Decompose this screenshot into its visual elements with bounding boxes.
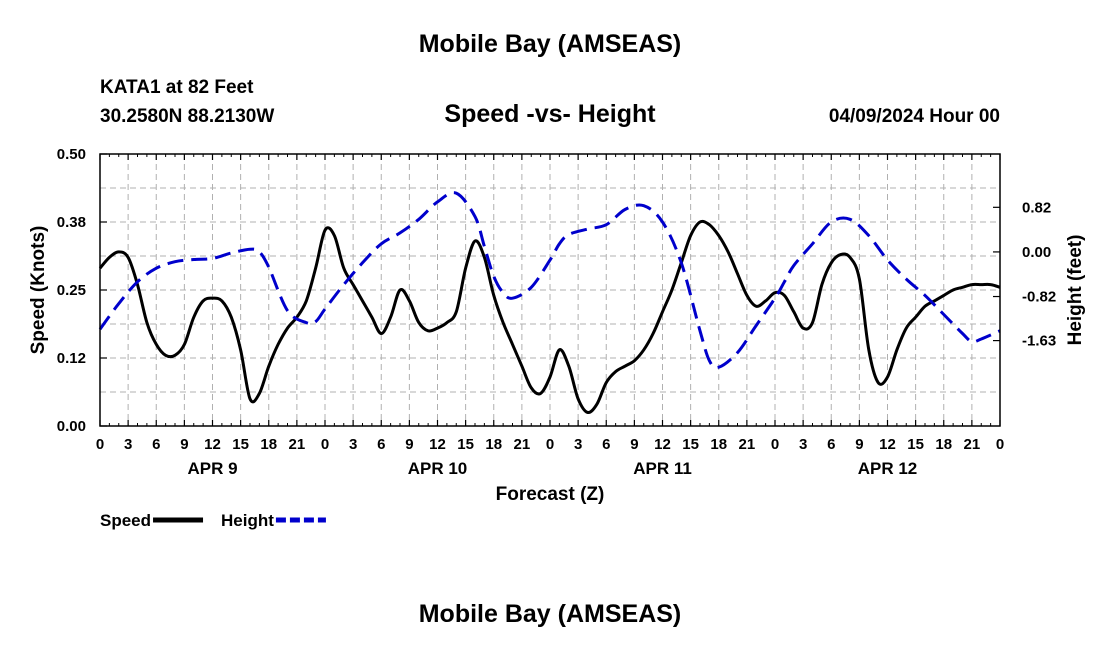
x-tick-label: 12 bbox=[429, 436, 446, 453]
x-tick-label: 3 bbox=[799, 436, 807, 453]
footer-title: Mobile Bay (AMSEAS) bbox=[418, 600, 682, 628]
x-tick-label: 3 bbox=[124, 436, 132, 453]
x-tick-label: 18 bbox=[260, 436, 277, 453]
x-tick-label: 9 bbox=[630, 436, 638, 453]
y-axis-left-label: Speed (Knots) bbox=[28, 226, 49, 355]
x-axis-label: Forecast (Z) bbox=[496, 484, 605, 505]
day-label: APR 10 bbox=[408, 459, 468, 478]
x-tick-label: 15 bbox=[232, 436, 249, 453]
y-right-tick-label: -1.63 bbox=[1022, 333, 1056, 350]
x-tick-label: 3 bbox=[349, 436, 357, 453]
series-line-speed bbox=[98, 219, 1001, 415]
x-tick-label: 0 bbox=[96, 436, 104, 453]
tick-labels: 0 3 6 9 12 15 18 21 0 3 6 9 12 15 18 21 0 3 6 9 12 15 18 21 0 3 6 9… bbox=[57, 146, 1056, 478]
x-tick-label: 21 bbox=[964, 436, 981, 453]
x-tick-label: 0 bbox=[771, 436, 779, 453]
x-tick-label: 15 bbox=[907, 436, 924, 453]
station-label: KATA1 at 82 Feet bbox=[100, 77, 254, 98]
x-tick-label: 6 bbox=[377, 436, 385, 453]
x-tick-label: 12 bbox=[654, 436, 671, 453]
x-tick-label: 3 bbox=[574, 436, 582, 453]
x-tick-label: 12 bbox=[879, 436, 896, 453]
y-left-tick-label: 0.12 bbox=[57, 350, 86, 367]
x-tick-label: 18 bbox=[710, 436, 727, 453]
x-tick-label: 18 bbox=[935, 436, 952, 453]
legend-label-height: Height bbox=[221, 511, 274, 530]
x-tick-label: 21 bbox=[739, 436, 756, 453]
y-right-tick-label: -0.82 bbox=[1022, 289, 1056, 306]
x-tick-label: 0 bbox=[321, 436, 329, 453]
y-left-tick-label: 0.25 bbox=[57, 282, 86, 299]
day-label: APR 12 bbox=[858, 459, 918, 478]
x-tick-label: 6 bbox=[602, 436, 610, 453]
main-title: Mobile Bay (AMSEAS) bbox=[418, 30, 682, 58]
y-axis-right-label: Height (feet) bbox=[1065, 235, 1086, 346]
series-layer bbox=[98, 191, 1001, 415]
legend: Speed Height bbox=[100, 511, 326, 530]
x-tick-label: 9 bbox=[405, 436, 413, 453]
y-left-tick-label: 0.00 bbox=[57, 418, 86, 435]
x-tick-label: 18 bbox=[485, 436, 502, 453]
chart-subtitle: Speed -vs- Height bbox=[444, 100, 656, 128]
y-right-tick-label: 0.00 bbox=[1022, 244, 1051, 261]
legend-label-speed: Speed bbox=[100, 511, 151, 530]
y-left-tick-label: 0.50 bbox=[57, 146, 86, 163]
series-line-height bbox=[98, 191, 1001, 370]
x-tick-label: 9 bbox=[180, 436, 188, 453]
x-tick-label: 0 bbox=[996, 436, 1004, 453]
x-tick-label: 0 bbox=[546, 436, 554, 453]
x-tick-label: 15 bbox=[457, 436, 474, 453]
day-label: APR 11 bbox=[633, 459, 692, 478]
x-tick-label: 21 bbox=[289, 436, 306, 453]
forecast-datetime: 04/09/2024 Hour 00 bbox=[828, 106, 1000, 127]
x-tick-label: 6 bbox=[152, 436, 160, 453]
x-tick-label: 9 bbox=[855, 436, 863, 453]
y-left-tick-label: 0.38 bbox=[57, 214, 86, 231]
x-tick-label: 15 bbox=[682, 436, 699, 453]
x-tick-label: 6 bbox=[827, 436, 835, 453]
x-tick-label: 21 bbox=[514, 436, 531, 453]
x-tick-label: 12 bbox=[204, 436, 221, 453]
day-label: APR 9 bbox=[187, 459, 237, 478]
coordinates-label: 30.2580N 88.2130W bbox=[100, 106, 275, 127]
plot-frame bbox=[99, 153, 1001, 427]
y-right-tick-label: 0.82 bbox=[1022, 199, 1051, 216]
grid bbox=[100, 154, 1000, 426]
